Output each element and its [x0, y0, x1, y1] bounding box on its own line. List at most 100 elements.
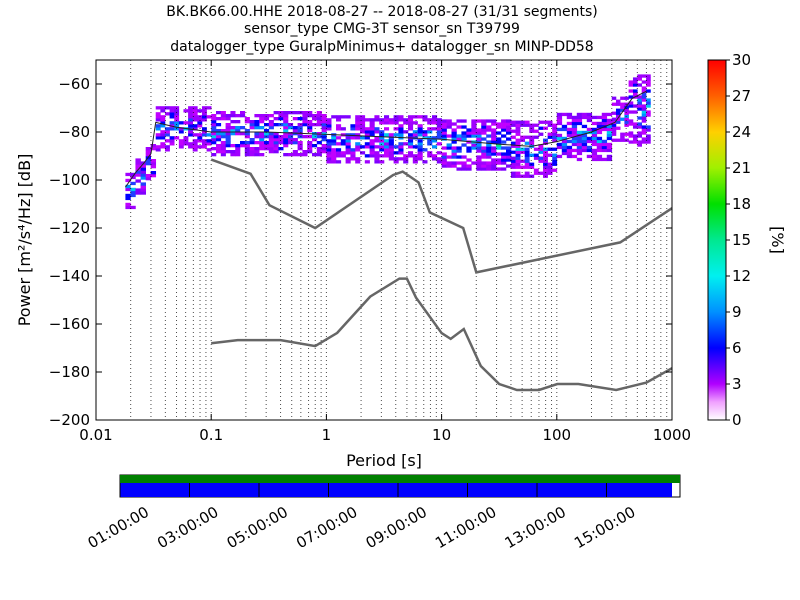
ppsd-cell: [374, 130, 380, 134]
ppsd-cell: [403, 160, 409, 164]
ppsd-cell: [529, 165, 535, 169]
ppsd-cell: [384, 118, 390, 122]
ppsd-cell: [145, 147, 152, 151]
ppsd-cell: [628, 140, 634, 144]
ppsd-cell: [268, 120, 274, 124]
ppsd-cell: [244, 132, 250, 136]
ppsd-cell: [417, 115, 423, 119]
ppsd-cell: [206, 106, 212, 110]
ppsd-cell: [538, 120, 544, 124]
ppsd-cell: [150, 162, 157, 166]
plot-area: 0.01 0.1 1 10 100 1000 −60 −80 −100 −120 −140 −160…: [49, 59, 691, 444]
ppsd-cell: [552, 156, 558, 160]
ppsd-cell: [259, 141, 265, 145]
ppsd-cell: [496, 146, 502, 150]
ppsd-cell: [628, 119, 634, 123]
ppsd-cell: [169, 136, 175, 140]
ppsd-cell: [561, 127, 568, 132]
ppsd-cell: [615, 102, 621, 106]
ppsd-cell: [240, 132, 246, 136]
ppsd-cell: [211, 123, 217, 127]
ppsd-cell: [292, 117, 298, 121]
ppsd-cell: [451, 137, 457, 141]
ppsd-cell: [398, 118, 404, 122]
ppsd-cell: [188, 115, 194, 119]
ppsd-cell: [355, 148, 361, 152]
ppsd-cell: [496, 122, 502, 126]
ppsd-cell: [388, 118, 394, 122]
ppsd-cell: [384, 115, 390, 119]
ppsd-cell: [211, 117, 217, 121]
ppsd-cell: [552, 132, 558, 136]
ppsd-cell: [427, 154, 433, 158]
ppsd-cell: [374, 151, 380, 155]
ppsd-cell: [515, 138, 521, 142]
ppsd-cell: [307, 150, 313, 154]
ppsd-cell: [646, 113, 651, 117]
ppsd-cell: [244, 147, 250, 151]
ppsd-cell: [216, 111, 222, 115]
ppsd-cell: [510, 135, 516, 139]
ppsd-cell: [510, 174, 516, 178]
ppsd-cell: [533, 171, 539, 175]
ppsd-cell: [249, 120, 255, 124]
ppsd-cell: [461, 161, 467, 165]
ppsd-cell: [408, 121, 414, 125]
ppsd-cell: [611, 102, 617, 106]
ppsd-cell: [374, 139, 380, 143]
ppsd-cell: [432, 154, 438, 158]
ppsd-cell: [259, 126, 265, 130]
ppsd-cell: [481, 167, 487, 171]
ppsd-cell: [130, 175, 136, 180]
ppsd-cell: [538, 159, 544, 163]
ppsd-cell: [441, 161, 447, 165]
ppsd-cell: [150, 165, 157, 169]
y-tick-label: −160: [49, 315, 90, 333]
ppsd-cell: [150, 174, 157, 178]
coverage-time-label: 11:00:00: [432, 503, 499, 552]
ppsd-cell: [547, 165, 553, 169]
ppsd-cell: [336, 115, 342, 119]
ppsd-cell: [524, 150, 530, 154]
ppsd-cell: [288, 111, 294, 115]
ppsd-cell: [254, 123, 260, 127]
ppsd-cell: [466, 167, 472, 171]
ppsd-cell: [601, 145, 608, 150]
ppsd-cell: [486, 161, 492, 165]
colorbar-tick-label: 3: [732, 375, 742, 393]
ppsd-cell: [345, 145, 351, 149]
ppsd-cell: [632, 104, 638, 108]
ppsd-cell: [244, 120, 250, 124]
ppsd-cell: [496, 167, 502, 171]
ppsd-cell: [288, 141, 294, 145]
ppsd-cell: [456, 161, 462, 165]
colorbar-tick-label: 6: [732, 339, 742, 357]
ppsd-cell: [201, 142, 207, 146]
ppsd-cell: [374, 145, 380, 149]
ppsd-cell: [360, 127, 366, 131]
ppsd-cell: [591, 148, 598, 153]
ppsd-cell: [510, 171, 516, 175]
ppsd-cell: [364, 154, 370, 158]
ppsd-cell: [571, 142, 578, 147]
ppsd-cell: [178, 130, 184, 134]
ppsd-cell: [164, 133, 170, 137]
ppsd-cell: [379, 148, 385, 152]
ppsd-cell: [379, 118, 385, 122]
ppsd-cell: [326, 160, 332, 164]
ppsd-cell: [254, 120, 260, 124]
ppsd-cell: [297, 129, 303, 133]
ppsd-cell: [244, 144, 250, 148]
ppsd-cell: [646, 110, 651, 114]
ppsd-cell: [150, 171, 157, 175]
ppsd-cell: [135, 170, 141, 174]
ppsd-cell: [427, 118, 433, 122]
ppsd-cell: [591, 139, 598, 144]
ppsd-cell: [571, 130, 578, 135]
ppsd-cell: [135, 164, 141, 168]
ppsd-cell: [481, 119, 487, 123]
ppsd-cell: [552, 168, 558, 172]
coverage-time-label: 09:00:00: [363, 503, 430, 552]
ppsd-cell: [178, 139, 184, 143]
ppsd-cell: [471, 143, 477, 147]
